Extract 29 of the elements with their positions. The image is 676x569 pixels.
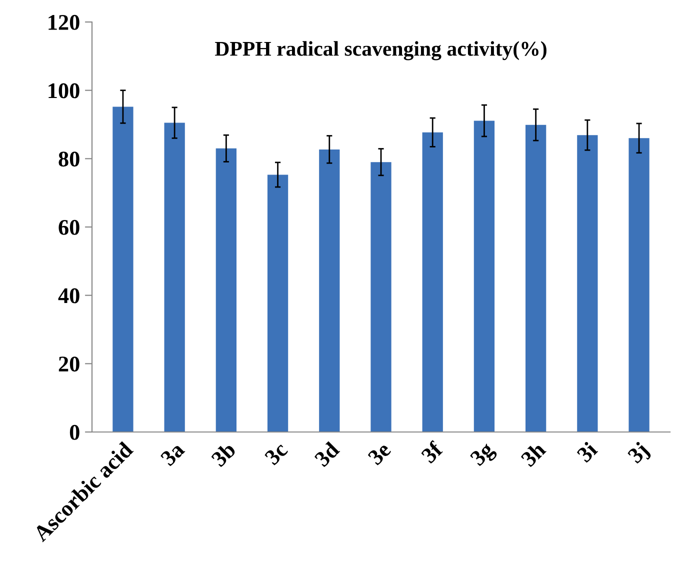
bar bbox=[526, 124, 546, 432]
bar bbox=[164, 122, 185, 432]
x-tick-label: 3j bbox=[626, 441, 652, 468]
x-tick-label: 3c bbox=[264, 441, 288, 466]
x-tick-label: 3a bbox=[160, 441, 186, 467]
y-tick-label: 20 bbox=[58, 356, 80, 372]
x-tick-label: 3i bbox=[576, 440, 598, 464]
y-tick-label: 80 bbox=[58, 152, 80, 167]
y-tick-label: 120 bbox=[48, 14, 80, 30]
bar bbox=[267, 174, 288, 432]
y-tick-label: 0 bbox=[70, 424, 80, 440]
bar bbox=[422, 132, 443, 432]
text: DPPH radical scavenging activity(%) bbox=[215, 41, 546, 60]
y-tick-label: 40 bbox=[58, 288, 80, 304]
bar bbox=[216, 148, 236, 432]
x-tick-label: 3d bbox=[313, 440, 340, 468]
bar bbox=[628, 138, 650, 432]
bar bbox=[474, 120, 495, 432]
bar bbox=[370, 162, 392, 432]
x-tick-label: 3f bbox=[420, 440, 444, 464]
y-tick-label: 100 bbox=[48, 83, 80, 98]
bar bbox=[319, 149, 340, 432]
bar bbox=[577, 135, 598, 432]
x-tick-label: 3h bbox=[520, 440, 547, 468]
x-tick-label: 3g bbox=[469, 440, 498, 470]
bar bbox=[112, 106, 134, 432]
x-tick-label: 3b bbox=[210, 440, 237, 468]
y-tick-label: 60 bbox=[58, 220, 80, 235]
x-tick-label: 3e bbox=[367, 441, 392, 466]
